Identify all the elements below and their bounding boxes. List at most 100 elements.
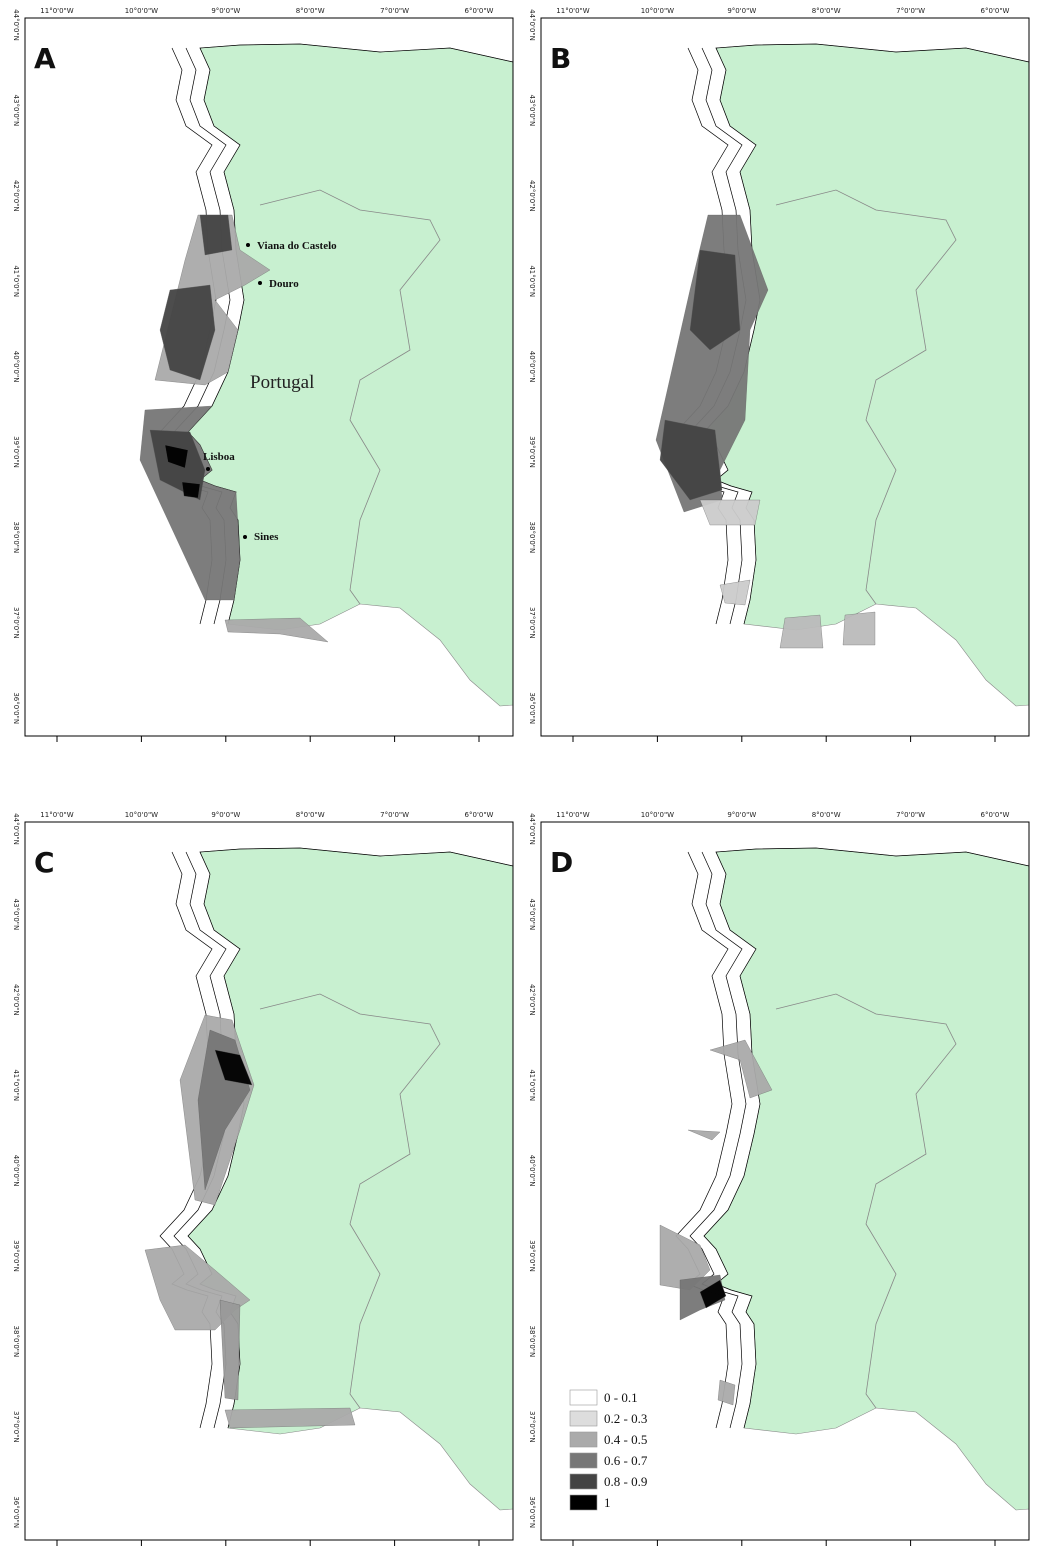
place-dot xyxy=(243,535,247,539)
lat-label: 43°0'0"N xyxy=(528,899,536,931)
place-label: Lisboa xyxy=(203,451,235,463)
lat-label: 44°0'0"N xyxy=(528,9,536,41)
lat-label: 43°0'0"N xyxy=(528,95,536,127)
lat-label: 37°0'0"N xyxy=(528,1411,536,1443)
lat-label: 41°0'0"N xyxy=(12,265,20,297)
lat-label: 42°0'0"N xyxy=(12,984,20,1016)
lon-label: 7°0'0"W xyxy=(896,7,925,15)
lon-label: 7°0'0"W xyxy=(380,811,409,819)
lat-label: 36°0'0"N xyxy=(12,692,20,724)
probability-area xyxy=(199,214,233,256)
lat-label: 41°0'0"N xyxy=(528,1069,536,1101)
border xyxy=(259,993,441,1409)
frame xyxy=(540,821,1030,1541)
lon-label: 6°0'0"W xyxy=(465,811,494,819)
probability-area xyxy=(689,249,741,351)
lat-label: 40°0'0"N xyxy=(528,1155,536,1187)
probability-area xyxy=(224,1407,356,1429)
probability-area xyxy=(219,1299,241,1401)
probability-area xyxy=(164,444,189,469)
legend-label: 0.4 - 0.5 xyxy=(604,1432,647,1447)
legend-swatch xyxy=(569,1452,598,1469)
lat-label: 43°0'0"N xyxy=(12,899,20,931)
lat-label: 39°0'0"N xyxy=(12,1240,20,1272)
place-label: Viana do Castelo xyxy=(257,240,337,252)
lon-label: 10°0'0"W xyxy=(641,811,674,819)
legend-label: 1 xyxy=(604,1495,611,1510)
place-label: Sines xyxy=(254,531,279,543)
lat-label: 41°0'0"N xyxy=(12,1069,20,1101)
probability-area xyxy=(687,1129,721,1141)
legend-swatch xyxy=(569,1389,598,1406)
lon-label: 10°0'0"W xyxy=(125,7,158,15)
probability-area xyxy=(719,579,751,606)
probability-area xyxy=(224,617,329,643)
frame xyxy=(24,17,514,737)
map-panel: 11°0'0"W 10°0'0"W 9°0'0"W 8°0'0"W 7°0'0"W 6°0… xyxy=(528,811,1030,1546)
probability-area xyxy=(181,481,201,499)
legend-label: 0.8 - 0.9 xyxy=(604,1474,647,1489)
legend-label: 0.6 - 0.7 xyxy=(604,1453,648,1468)
lat-label: 40°0'0"N xyxy=(528,351,536,383)
lat-label: 38°0'0"N xyxy=(528,1326,536,1358)
map-panel: 11°0'0"W 10°0'0"W 9°0'0"W 8°0'0"W 7°0'0"W 6°0… xyxy=(12,7,514,742)
lon-label: 10°0'0"W xyxy=(125,811,158,819)
place-dot xyxy=(258,281,262,285)
lon-label: 8°0'0"W xyxy=(296,7,325,15)
probability-area xyxy=(699,1279,727,1309)
legend-label: 0.2 - 0.3 xyxy=(604,1411,647,1426)
probability-area xyxy=(659,419,723,501)
probability-area xyxy=(214,1049,253,1086)
panel-letter: D xyxy=(550,846,573,879)
lon-label: 11°0'0"W xyxy=(40,7,73,15)
lat-label: 37°0'0"N xyxy=(528,607,536,639)
lon-label: 9°0'0"W xyxy=(727,7,756,15)
lat-label: 44°0'0"N xyxy=(12,9,20,41)
probability-area xyxy=(159,284,216,381)
border xyxy=(775,189,957,605)
probability-area xyxy=(717,1379,736,1406)
lat-label: 36°0'0"N xyxy=(528,1496,536,1528)
lat-label: 36°0'0"N xyxy=(12,1496,20,1528)
lon-label: 7°0'0"W xyxy=(380,7,409,15)
lat-label: 39°0'0"N xyxy=(528,436,536,468)
lon-label: 7°0'0"W xyxy=(896,811,925,819)
map-panel: 11°0'0"W 10°0'0"W 9°0'0"W 8°0'0"W 7°0'0"W 6°0… xyxy=(528,7,1030,742)
lon-label: 8°0'0"W xyxy=(296,811,325,819)
panel-letter: C xyxy=(34,846,55,879)
panel-letter: A xyxy=(34,42,56,75)
lon-label: 11°0'0"W xyxy=(556,7,589,15)
lat-label: 42°0'0"N xyxy=(528,180,536,212)
lon-label: 6°0'0"W xyxy=(465,7,494,15)
place-label: Douro xyxy=(269,278,299,290)
lat-label: 40°0'0"N xyxy=(12,351,20,383)
lat-label: 38°0'0"N xyxy=(12,522,20,554)
lon-label: 8°0'0"W xyxy=(812,811,841,819)
probability-area xyxy=(699,499,761,526)
probability-area xyxy=(779,614,824,649)
probability-area xyxy=(709,1039,773,1099)
lon-label: 9°0'0"W xyxy=(727,811,756,819)
lon-label: 8°0'0"W xyxy=(812,7,841,15)
lat-label: 38°0'0"N xyxy=(528,522,536,554)
lon-label: 10°0'0"W xyxy=(641,7,674,15)
lon-label: 9°0'0"W xyxy=(211,7,240,15)
isobath xyxy=(689,851,747,1429)
lat-label: 36°0'0"N xyxy=(528,692,536,724)
lat-label: 44°0'0"N xyxy=(12,813,20,845)
isobath xyxy=(675,851,733,1429)
lat-label: 43°0'0"N xyxy=(12,95,20,127)
place-dot xyxy=(206,467,210,471)
lat-label: 42°0'0"N xyxy=(528,984,536,1016)
lat-label: 37°0'0"N xyxy=(12,1411,20,1443)
legend-swatch xyxy=(569,1431,598,1448)
lat-label: 39°0'0"N xyxy=(12,436,20,468)
lon-label: 11°0'0"W xyxy=(556,811,589,819)
legend-swatch xyxy=(569,1473,598,1490)
lon-label: 11°0'0"W xyxy=(40,811,73,819)
panel-letter: B xyxy=(550,42,571,75)
place-dot xyxy=(246,243,250,247)
lat-label: 42°0'0"N xyxy=(12,180,20,212)
legend-swatch xyxy=(569,1410,598,1427)
